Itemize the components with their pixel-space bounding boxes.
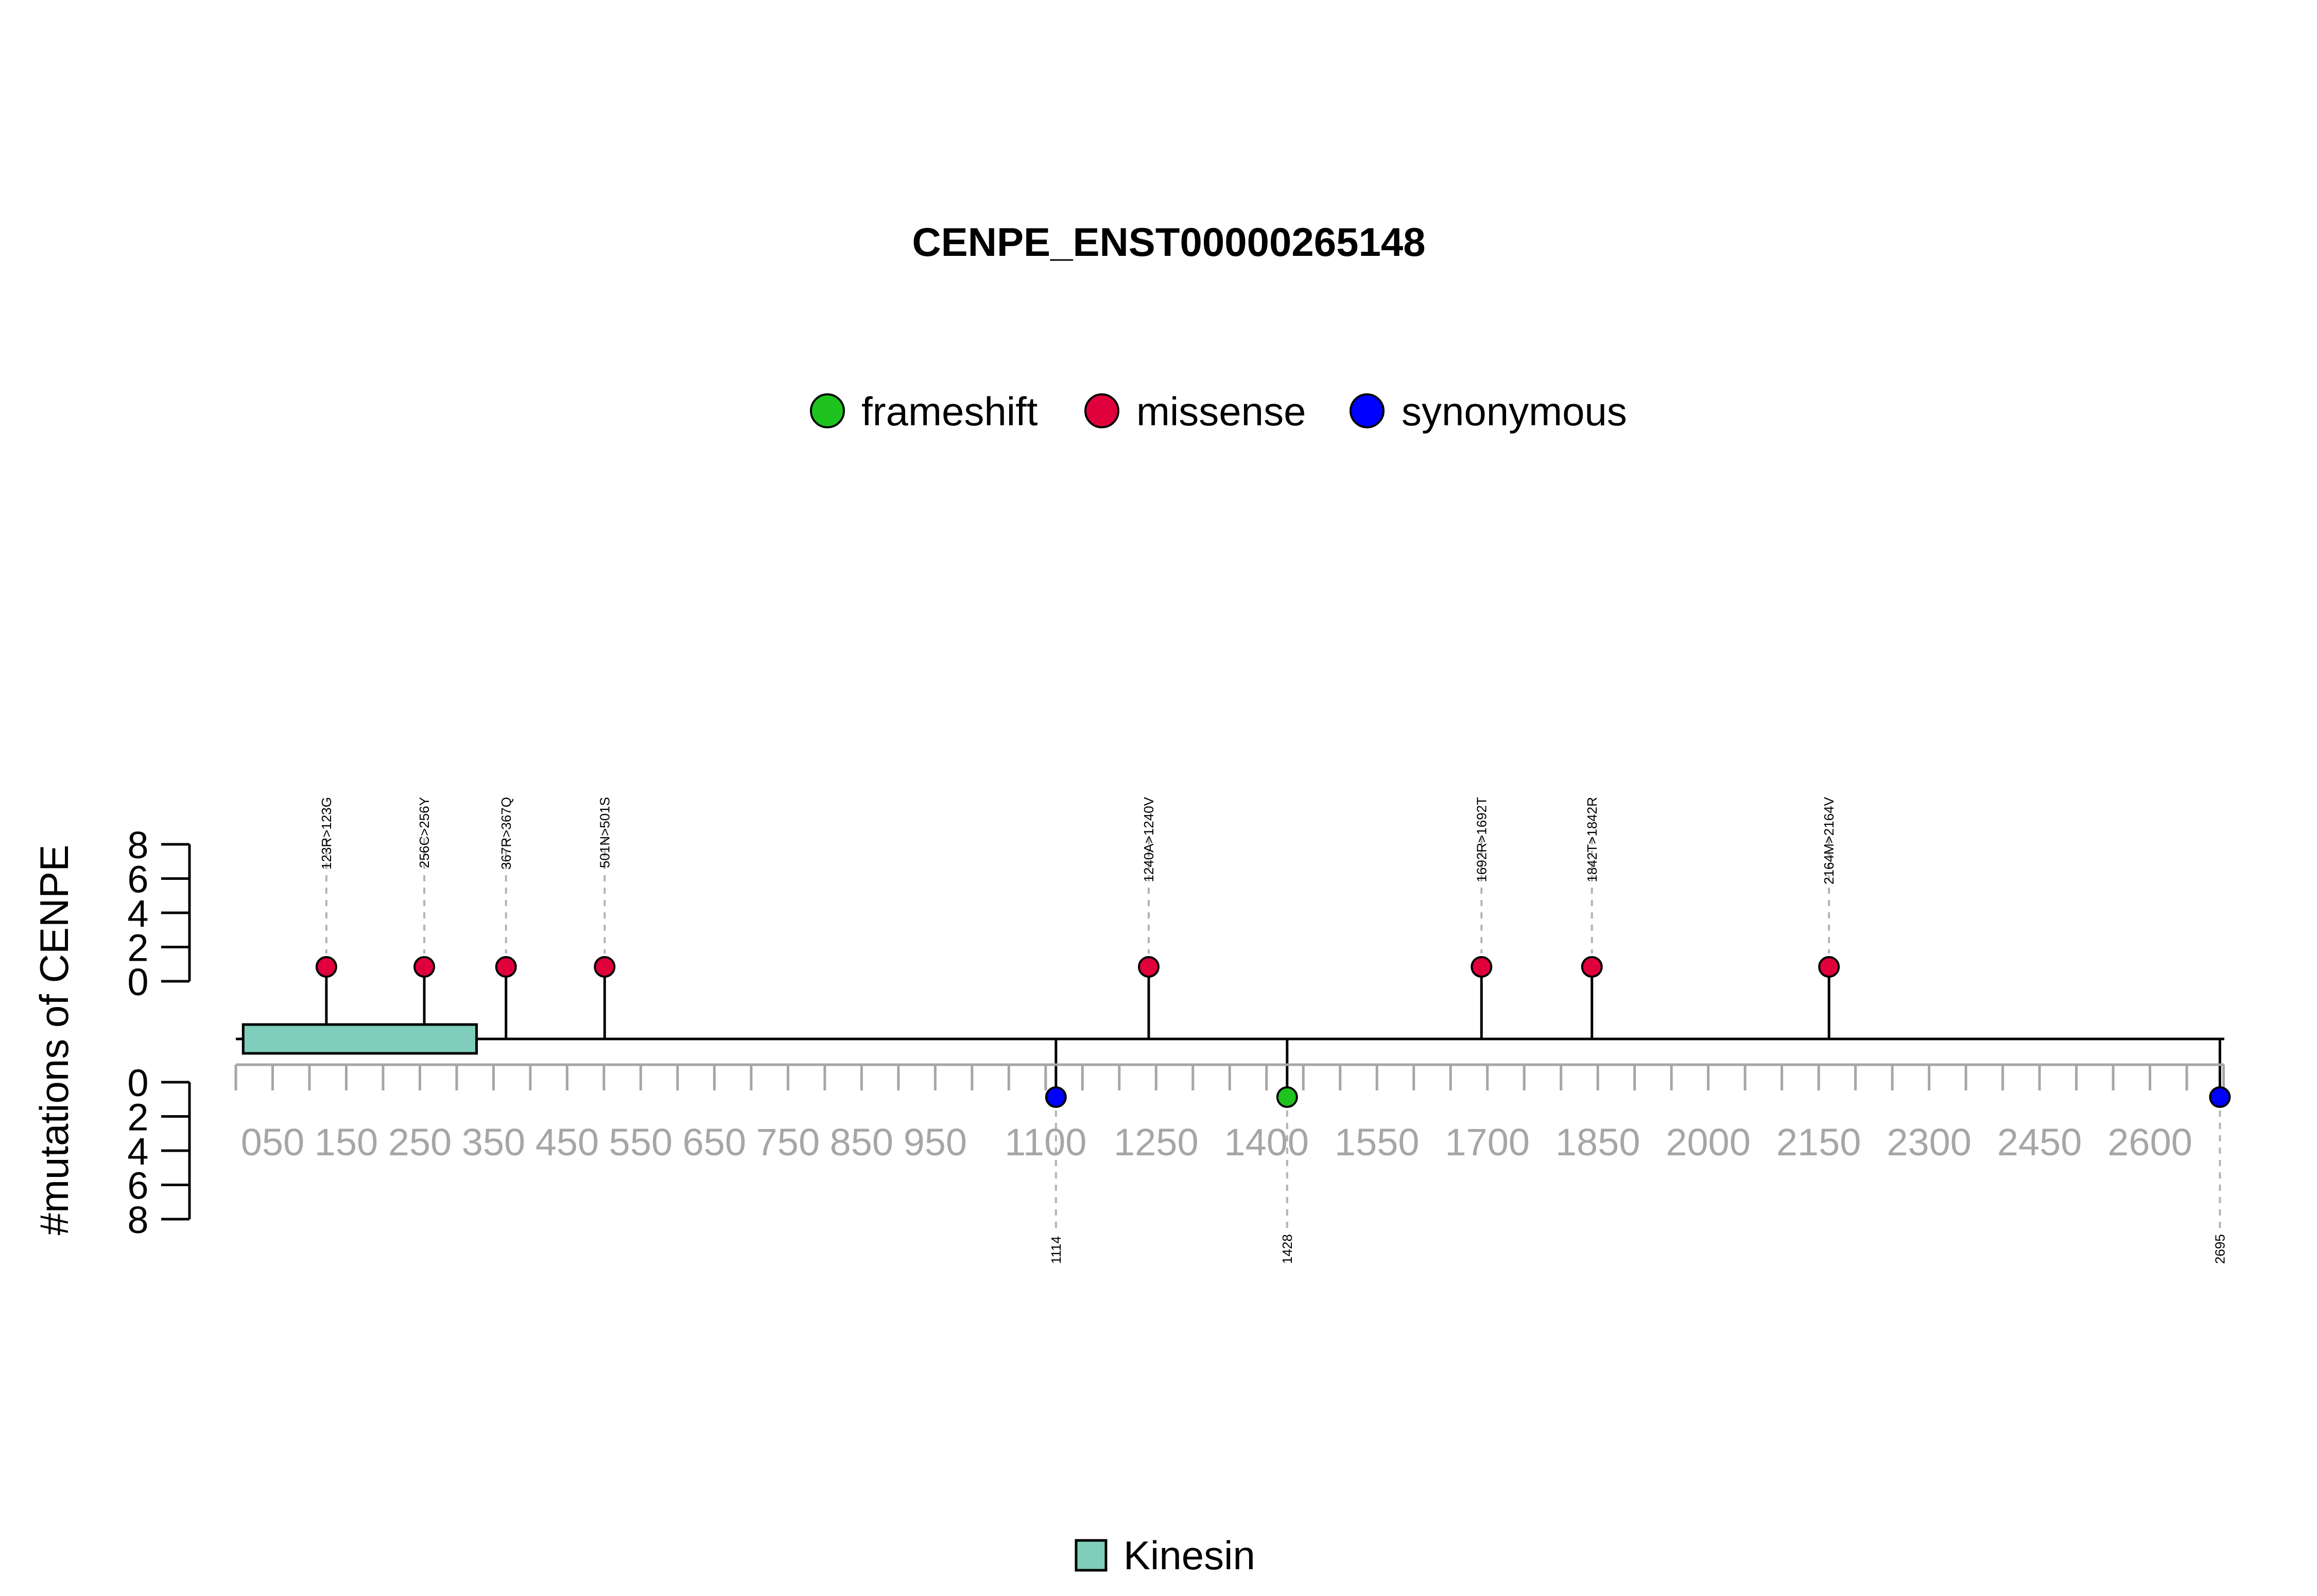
x-tick-label: 2000 [1666, 1121, 1751, 1164]
mutation-label: 1842T>1842R [1584, 797, 1600, 882]
mutation-label: 1428 [1279, 1234, 1295, 1264]
x-tick-label: 1400 [1224, 1121, 1309, 1164]
x-tick-label: 650 [683, 1121, 746, 1164]
lollipop-head-missense [413, 956, 436, 978]
chart-title: CENPE_ENST00000265148 [912, 219, 1425, 265]
lollipop-head-synonymous [2209, 1086, 2231, 1108]
lower-y-tick-label: 4 [127, 1130, 148, 1173]
x-tick-label: 150 [315, 1121, 378, 1164]
x-tick-label: 1550 [1335, 1121, 1420, 1164]
legend-marker-missense [1084, 393, 1119, 428]
lollipop-head-missense [495, 956, 517, 978]
lollipop-heads [315, 956, 2231, 1108]
mutation-label: 2695 [2212, 1234, 2227, 1264]
mutation-labels: 123R>123G 256C>256Y 367R>367Q 501N>501S 1240… [319, 796, 2228, 1264]
x-tick-label: 1100 [1005, 1121, 1086, 1164]
lower-y-tick-label: 0 [127, 1062, 148, 1104]
lower-y-tick-label: 2 [127, 1096, 148, 1139]
x-tick-label: 1250 [1114, 1121, 1199, 1164]
x-tick-label: 2600 [2107, 1121, 2192, 1164]
lollipop-head-frameshift [1276, 1086, 1298, 1108]
lollipop-stems [325, 967, 2221, 1097]
y-axis-label: #mutations of CENPE [31, 845, 77, 1236]
upper-y-tick-label: 8 [127, 824, 148, 866]
lollipop-head-missense [1818, 956, 1840, 978]
legend-label-synonymous: synonymous [1402, 389, 1627, 434]
lollipop-head-missense [1138, 956, 1160, 978]
domain-legend-label: Kinesin [1123, 1533, 1255, 1578]
x-tick-label: 850 [830, 1121, 893, 1164]
domain-legend-swatch [1075, 1539, 1108, 1572]
x-tick-label: 450 [535, 1121, 599, 1164]
mutation-label: 1692R>1692T [1474, 797, 1489, 882]
domain-kinesin [241, 1023, 478, 1055]
mutation-label: 1114 [1048, 1236, 1064, 1264]
legend-marker-frameshift [810, 393, 845, 428]
x-tick-label: 2300 [1887, 1121, 1972, 1164]
domain-legend: Kinesin [1075, 1533, 1255, 1578]
upper-y-tick-label: 0 [127, 961, 148, 1003]
mutation-label: 367R>367Q [498, 797, 514, 870]
upper-y-tick-label: 4 [127, 892, 148, 935]
lollipop-head-missense [1471, 956, 1493, 978]
mutation-label: 2164M>2164V [1821, 796, 1837, 884]
x-tick-label: 250 [388, 1121, 452, 1164]
legend-label-frameshift: frameshift [861, 389, 1038, 434]
legend-marker-synonymous [1350, 393, 1385, 428]
x-axis: 050 150 250 350 450 550 650 750 850 950 1100 1250 14… [234, 1063, 2225, 1164]
lollipop-head-synonymous [1045, 1086, 1067, 1108]
x-tick-label: 2450 [1997, 1121, 2082, 1164]
mutation-label: 1240A>1240V [1141, 796, 1156, 882]
lollipop-head-missense [1581, 956, 1603, 978]
lollipop-head-missense [315, 956, 337, 978]
x-tick-label: 550 [609, 1121, 672, 1164]
mutation-label: 501N>501S [597, 797, 612, 868]
label-guide-lines [325, 838, 2221, 1230]
x-tick-label: 350 [462, 1121, 525, 1164]
mutation-label: 256C>256Y [417, 797, 432, 868]
x-tick-label: 1850 [1555, 1121, 1640, 1164]
lollipop-head-missense [594, 956, 616, 978]
upper-y-tick-label: 6 [127, 858, 148, 901]
x-tick-label: 050 [241, 1121, 304, 1164]
lower-y-tick-label: 8 [127, 1199, 148, 1241]
x-tick-label: 1700 [1445, 1121, 1530, 1164]
legend-label-missense: missense [1136, 389, 1306, 434]
mutation-label: 123R>123G [319, 797, 334, 870]
x-tick-label: 2150 [1776, 1121, 1861, 1164]
upper-y-tick-label: 2 [127, 927, 148, 969]
protein-domains [241, 1023, 478, 1055]
x-tick-label: 750 [756, 1121, 820, 1164]
mutation-type-legend: frameshift missense synonymous [810, 389, 1627, 434]
lower-y-tick-label: 6 [127, 1165, 148, 1207]
x-tick-label: 950 [904, 1121, 967, 1164]
